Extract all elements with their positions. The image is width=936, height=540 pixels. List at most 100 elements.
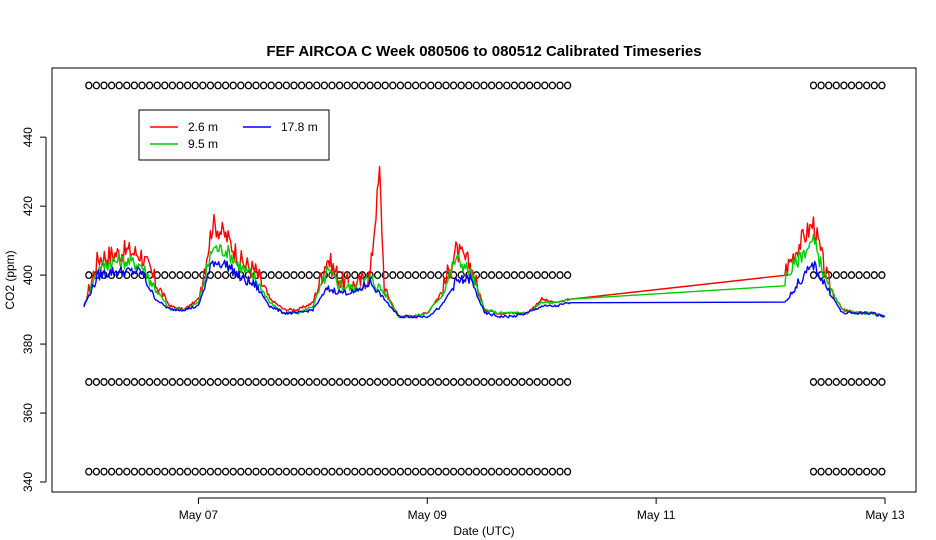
flag-marker — [487, 81, 496, 90]
flag-marker — [221, 378, 230, 386]
flag-marker — [244, 378, 253, 386]
flag-marker — [237, 467, 245, 476]
flag-marker — [870, 81, 878, 90]
flag-marker — [389, 378, 397, 386]
flag-marker — [457, 81, 465, 90]
flag-marker — [161, 467, 169, 476]
flag-marker — [130, 81, 139, 90]
flag-marker — [328, 81, 336, 90]
flag-marker — [381, 467, 389, 476]
flag-marker — [427, 271, 435, 280]
flag-marker — [396, 81, 405, 90]
flag-marker — [480, 271, 488, 280]
flag-marker — [221, 467, 230, 476]
legend-box — [138, 109, 330, 161]
flag-marker — [487, 467, 496, 476]
flag-marker — [465, 378, 473, 386]
flag-marker — [870, 271, 878, 280]
flag-marker — [863, 81, 871, 90]
x-tick-label: May 11 — [637, 508, 676, 522]
flag-marker — [396, 271, 405, 280]
flag-marker — [297, 467, 306, 476]
flag-marker — [176, 467, 184, 476]
flag-marker — [487, 271, 496, 280]
flag-marker — [381, 81, 389, 90]
flag-marker — [214, 271, 222, 280]
flag-marker — [381, 378, 389, 386]
flag-marker — [870, 467, 878, 476]
flag-marker — [335, 378, 344, 386]
flag-marker — [525, 378, 534, 386]
flag-marker — [214, 467, 222, 476]
flag-marker — [457, 467, 465, 476]
flag-marker — [840, 81, 848, 90]
flag-marker — [373, 378, 382, 386]
flag-marker — [825, 81, 833, 90]
flag-marker — [419, 378, 427, 386]
flag-marker — [305, 271, 313, 280]
flag-marker — [878, 378, 886, 386]
flag-marker — [533, 467, 541, 476]
flag-marker — [525, 271, 534, 280]
flag-marker — [358, 378, 367, 386]
flag-marker — [832, 378, 840, 386]
flag-marker — [847, 467, 856, 476]
flag-marker — [153, 467, 161, 476]
flag-marker — [510, 81, 519, 90]
x-tick-label: May 09 — [408, 508, 448, 522]
flag-marker — [229, 467, 237, 476]
x-tick-label: May 07 — [179, 508, 219, 522]
flag-marker — [100, 467, 108, 476]
flag-marker — [563, 378, 572, 386]
legend: 2.6 m 9.5 m 17.8 m — [138, 109, 330, 161]
flag-marker — [442, 378, 450, 386]
flag-marker — [343, 378, 351, 386]
flag-marker — [145, 467, 154, 476]
y-tick-label: 380 — [21, 334, 35, 354]
flag-marker — [855, 271, 863, 280]
flag-marker — [878, 467, 886, 476]
flag-marker — [244, 81, 253, 90]
flag-marker — [259, 467, 268, 476]
flag-marker — [548, 81, 557, 90]
flag-marker — [153, 378, 161, 386]
flag-marker — [168, 271, 177, 280]
y-axis: 340 360 380 400 420 440 — [21, 127, 47, 492]
flag-marker — [480, 467, 488, 476]
flag-marker — [419, 271, 427, 280]
flag-marker — [503, 81, 511, 90]
flag-marker — [275, 378, 283, 386]
flag-marker — [107, 81, 116, 90]
flag-marker — [351, 467, 359, 476]
flag-marker — [343, 467, 351, 476]
flag-marker — [510, 467, 519, 476]
flag-marker — [297, 81, 306, 90]
x-tick-label: May 13 — [865, 508, 905, 522]
flag-marker — [404, 81, 412, 90]
flag-marker — [495, 378, 503, 386]
series-lines — [83, 165, 886, 319]
series-line-17-8-m — [83, 259, 886, 319]
flag-marker — [252, 378, 260, 386]
flag-marker — [434, 81, 443, 90]
flag-marker — [366, 467, 374, 476]
flag-marker — [328, 467, 336, 476]
flag-marker — [495, 467, 503, 476]
flag-marker — [335, 81, 344, 90]
flag-marker — [563, 81, 572, 90]
flag-marker — [366, 81, 374, 90]
flag-marker — [290, 378, 298, 386]
flag-marker — [541, 467, 549, 476]
flag-marker — [396, 378, 405, 386]
flag-marker — [840, 271, 848, 280]
chart-title: FEF AIRCOA C Week 080506 to 080512 Calib… — [266, 43, 701, 60]
flag-marker — [442, 81, 450, 90]
flag-marker — [275, 81, 283, 90]
flag-marker — [548, 467, 557, 476]
flag-marker — [161, 271, 169, 280]
flag-marker — [85, 378, 93, 386]
flag-marker — [878, 81, 886, 90]
flag-marker — [183, 467, 192, 476]
legend-label-9-5m: 9.5 m — [188, 137, 218, 151]
